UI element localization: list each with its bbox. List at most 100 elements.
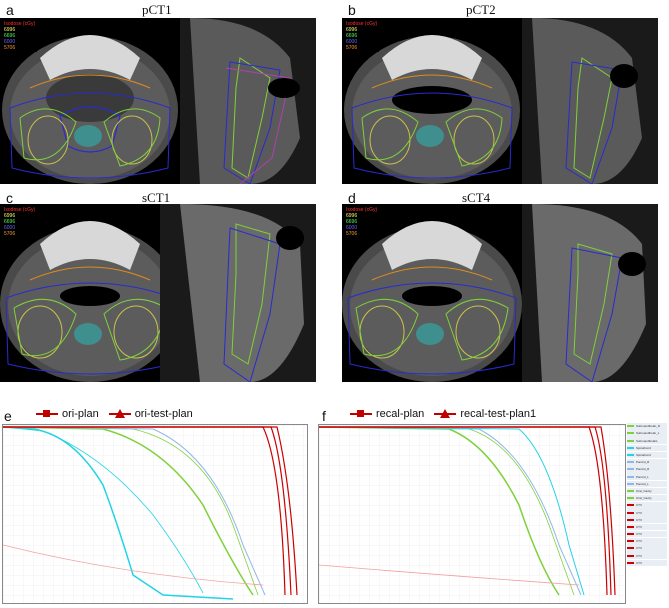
isodose-level-1: 6996 [4, 27, 16, 33]
structure-legend-item: CTV [627, 545, 667, 552]
panel-letter-f: f [322, 408, 326, 424]
isodose-heading: Isodose (cGy) [4, 207, 36, 213]
structure-legend: Submandibular_R Submandibular_L Submandibu… [627, 423, 667, 589]
line-swatch-icon [627, 554, 634, 557]
panel-letter-b: b [348, 2, 356, 18]
legend-e-item1: ori-plan [62, 408, 99, 420]
structure-legend-item: CTV [627, 523, 667, 531]
structure-label: CTV [636, 510, 642, 515]
structure-legend-item: Parotid_L [627, 473, 667, 480]
structure-legend-item: CTV [627, 538, 667, 545]
isodose-level-4: 5706 [346, 45, 358, 51]
line-swatch-icon [627, 504, 634, 507]
structure-label: Submandibular_R [636, 424, 661, 429]
line-swatch-icon [627, 482, 634, 485]
structure-label: SpinalCord [636, 453, 651, 458]
line-swatch-icon [627, 511, 634, 514]
isodose-heading: Isodose (cGy) [4, 21, 36, 27]
line-swatch-icon [627, 561, 634, 564]
structure-legend-item: SubmandibularL [627, 437, 667, 444]
structure-label: Parotid_L [636, 481, 649, 486]
legend-e-item2: ori-test-plan [134, 408, 193, 420]
structure-legend-item: Parotid_R [627, 466, 667, 473]
isodose-legend-d: Isodose (cGy) 6996 6696 6000 5706 [344, 206, 380, 238]
legend-f-item2: recal-test-plan1 [460, 408, 537, 420]
square-marker-icon [350, 409, 372, 419]
isodose-level-2: 6696 [4, 219, 16, 225]
structure-legend-item: CTV [627, 516, 667, 524]
dvh-curves [318, 425, 625, 603]
structure-legend-item: Submandibular_R [627, 423, 667, 430]
panel-letter-d: d [348, 190, 356, 206]
structure-legend-item: CTV [627, 509, 667, 516]
panel-letter-c: c [6, 190, 13, 206]
ct-image-c: Isodose (cGy) 6996 6696 6000 5706 [0, 204, 316, 382]
isodose-level-3: 6000 [4, 225, 16, 231]
line-swatch-icon [627, 461, 634, 464]
line-swatch-icon [627, 454, 634, 457]
isodose-legend-c: Isodose (cGy) 6996 6696 6000 5706 [2, 206, 38, 238]
isodose-level-1: 6996 [346, 213, 358, 219]
structure-legend-item: Oral_Cavity [627, 487, 667, 495]
structure-legend-item: CTV [627, 530, 667, 538]
line-swatch-icon [627, 525, 634, 528]
line-swatch-icon [627, 425, 634, 428]
dvh-curves [2, 425, 307, 603]
isodose-level-2: 6696 [346, 33, 358, 39]
panel-title-d: sCT4 [462, 190, 491, 205]
line-swatch-icon [627, 468, 634, 471]
ct-scan-graphic [0, 204, 316, 382]
isodose-level-1: 6996 [346, 27, 358, 33]
legend-f-item1: recal-plan [376, 408, 425, 420]
isodose-level-4: 5706 [4, 45, 16, 51]
isodose-level-4: 5706 [4, 231, 16, 237]
isodose-heading: Isodose (cGy) [346, 207, 378, 213]
legend-f: recal-plan recal-test-plan1 [350, 408, 536, 420]
line-swatch-icon [627, 518, 634, 521]
isodose-level-4: 5706 [346, 231, 358, 237]
structure-label: CTV [636, 546, 642, 551]
structure-legend-item: Parotid_L [627, 480, 667, 488]
structure-label: Parotid_R [636, 460, 650, 465]
line-swatch-icon [627, 439, 634, 442]
ct-image-a: Isodose (cGy) 6996 6696 6000 5706 [0, 18, 316, 184]
structure-label: CTV [636, 553, 642, 558]
ct-scan-graphic [2, 18, 316, 184]
isodose-level-2: 6696 [346, 219, 358, 225]
structure-label: CTV [636, 532, 642, 537]
structure-legend-item: CTV [627, 502, 667, 509]
square-marker-icon [36, 409, 58, 419]
structure-label: CTV [636, 524, 642, 529]
structure-label: Parotid_L [636, 474, 649, 479]
ct-image-d: Isodose (cGy) 6996 6696 6000 5706 [342, 204, 658, 382]
structure-label: Oral_Cavity [636, 496, 652, 501]
line-swatch-icon [627, 475, 634, 478]
structure-legend-item: CTV [627, 552, 667, 559]
structure-legend-item: Oral_Cavity [627, 494, 667, 502]
panel-letter-e: e [4, 408, 12, 424]
structure-legend-item: Submandibular_L [627, 430, 667, 437]
structure-label: SpinalCord [636, 445, 651, 450]
panel-title-c: sCT1 [142, 190, 171, 205]
structure-label: Oral_Cavity [636, 488, 652, 493]
panel-title-a: pCT1 [142, 2, 172, 17]
isodose-legend-a: Isodose (cGy) 6996 6696 6000 5706 [2, 20, 38, 52]
structure-legend-item: SpinalCord [627, 444, 667, 452]
structure-label: CTV [636, 539, 642, 544]
line-swatch-icon [627, 533, 634, 536]
structure-label: CTV [636, 517, 642, 522]
structure-legend-item: SpinalCord [627, 451, 667, 459]
dvh-plot-f [318, 424, 626, 604]
ct-image-b: Isodose (cGy) 6996 6696 6000 5706 [342, 18, 658, 184]
legend-e: ori-plan ori-test-plan [36, 408, 193, 420]
structure-label: Submandibular_L [636, 431, 660, 436]
structure-label: Parotid_R [636, 467, 650, 472]
isodose-level-3: 6000 [346, 39, 358, 45]
dvh-plot-e [2, 424, 308, 604]
ct-scan-graphic [344, 18, 658, 184]
isodose-level-3: 6000 [4, 39, 16, 45]
isodose-legend-b: Isodose (cGy) 6996 6696 6000 5706 [344, 20, 380, 52]
panel-letter-a: a [6, 2, 14, 18]
structure-label: CTV [636, 503, 642, 508]
panel-title-b: pCT2 [466, 2, 496, 17]
